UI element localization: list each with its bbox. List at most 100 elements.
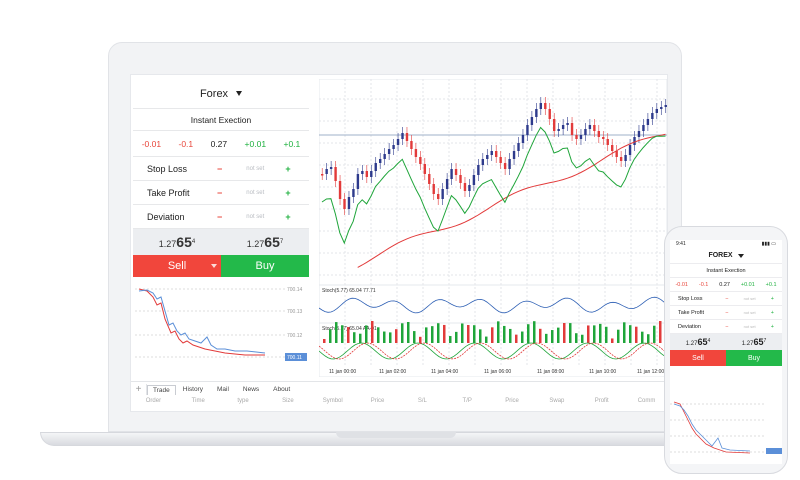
candle (370, 171, 373, 177)
level-label: 700.13 (287, 309, 303, 315)
volume-plus-small-button[interactable]: +0.01 (244, 138, 267, 149)
time-label: 11 jan 06:00 (484, 369, 511, 375)
phone-take-profit-plus-button[interactable]: + (770, 309, 774, 316)
histogram-bar (347, 327, 350, 343)
phone-execution-mode[interactable]: Instant Exection (670, 264, 782, 278)
histogram-bar (431, 326, 434, 343)
volume-minus-small-button[interactable]: -0.01 (141, 138, 162, 149)
stop-loss-minus-button[interactable]: − (217, 163, 223, 174)
phone-volume-value[interactable]: 0.27 (719, 281, 730, 288)
add-tab-button[interactable]: + (131, 384, 147, 395)
execution-mode[interactable]: Instant Exection (133, 109, 309, 131)
column-header[interactable]: Order (145, 398, 162, 404)
phone-volume-plus-small-button[interactable]: +0.01 (740, 281, 755, 288)
phone-symbol-selector[interactable]: FOREX (670, 248, 782, 264)
volume-plus-large-button[interactable]: +0.1 (283, 138, 301, 149)
column-header[interactable]: T/P (462, 398, 472, 404)
candle (392, 145, 395, 149)
phone-volume-minus-small-button[interactable]: -0.01 (675, 281, 688, 288)
orders-table-header: Order Time type Size Symbol Price S/L T/… (131, 398, 667, 410)
phone-deviation-minus-button[interactable]: − (725, 323, 729, 330)
phone-volume-plus-large-button[interactable]: +0.1 (765, 281, 777, 288)
candle (325, 169, 328, 174)
take-profit-input[interactable]: not set (246, 189, 265, 196)
take-profit-minus-button[interactable]: − (217, 187, 223, 198)
column-header[interactable]: S/L (417, 398, 427, 404)
histogram-bar (341, 325, 344, 343)
column-header[interactable]: Swap (549, 398, 565, 404)
deviation-input[interactable]: not set (246, 213, 265, 220)
bid-price: 1.27654 (158, 234, 196, 250)
histogram-bar (527, 324, 530, 343)
candle (463, 183, 467, 191)
candle (611, 145, 614, 151)
tab-mail[interactable]: Mail (216, 386, 229, 393)
candle (606, 139, 609, 145)
histogram-bar (557, 327, 560, 343)
histogram-bar (473, 325, 476, 343)
column-header[interactable]: Profit (594, 398, 609, 404)
candle (383, 154, 386, 159)
candle (432, 184, 435, 194)
candle (544, 103, 547, 109)
phone-stop-loss-plus-button[interactable]: + (770, 295, 774, 302)
deviation-minus-button[interactable]: − (217, 211, 223, 222)
column-header[interactable]: Time (191, 398, 205, 404)
histogram-bar (659, 321, 662, 343)
sell-button[interactable]: Sell (133, 255, 221, 277)
volume-minus-large-button[interactable]: -0.1 (178, 138, 194, 149)
column-header[interactable]: Symbol (322, 398, 343, 404)
phone-stop-loss-input[interactable]: not set (743, 296, 756, 301)
phone-buy-button[interactable]: Buy (726, 350, 782, 366)
candle (321, 174, 324, 176)
phone-volume-minus-large-button[interactable]: -0.1 (698, 281, 709, 288)
phone-sell-button[interactable]: Sell (670, 350, 726, 366)
phone-take-profit-input[interactable]: not set (743, 310, 756, 315)
phone-deviation-plus-button[interactable]: + (770, 323, 774, 330)
candlestick-chart[interactable]: Stoch(5.77) 65.04 77.71 Stoch(5.77) 65.0… (319, 79, 667, 377)
phone-deviation-input[interactable]: not set (743, 324, 756, 329)
column-header[interactable]: Comm (637, 398, 656, 404)
histogram-bar (425, 327, 428, 343)
oscillator-histogram (323, 321, 667, 343)
take-profit-plus-button[interactable]: + (285, 187, 291, 198)
price-quotes: 1.27654 1.27657 (133, 229, 309, 255)
histogram-bar (479, 329, 482, 343)
execution-mode-label: Instant Exection (190, 114, 252, 125)
tab-news[interactable]: News (242, 386, 260, 393)
candle (468, 185, 471, 191)
candle (481, 159, 485, 165)
phone-ask-price: 1.27657 (741, 337, 767, 347)
stop-loss-plus-button[interactable]: + (285, 163, 291, 174)
phone-stop-loss-minus-button[interactable]: − (725, 295, 729, 302)
buy-button[interactable]: Buy (221, 255, 309, 277)
tab-trade[interactable]: Trade (147, 384, 176, 395)
histogram-bar (491, 327, 494, 343)
histogram-bar (587, 325, 590, 343)
volume-value[interactable]: 0.27 (210, 138, 228, 149)
candle (445, 179, 449, 189)
symbol-selector[interactable]: Forex (133, 79, 309, 109)
candle (374, 163, 377, 171)
phone-take-profit-minus-button[interactable]: − (725, 309, 729, 316)
deviation-plus-button[interactable]: + (285, 211, 291, 222)
candle (387, 149, 391, 154)
current-price-label: 700.11 (287, 355, 302, 361)
column-header[interactable]: Size (282, 398, 294, 404)
column-header[interactable]: Price (370, 398, 385, 404)
histogram-bar (647, 334, 650, 343)
candle (526, 125, 529, 135)
stop-loss-input[interactable]: not set (246, 165, 265, 172)
tab-history[interactable]: History (182, 386, 203, 393)
column-header[interactable]: Price (505, 398, 519, 404)
histogram-bar (605, 326, 608, 343)
candle (642, 125, 645, 131)
candle (561, 125, 565, 129)
stoch1-line (319, 296, 667, 314)
histogram-bar (617, 329, 620, 343)
histogram-bar (443, 324, 446, 343)
candle (477, 165, 480, 175)
tab-about[interactable]: About (273, 386, 291, 393)
column-header[interactable]: type (237, 398, 249, 404)
time-label: 11 jan 08:00 (537, 369, 564, 375)
